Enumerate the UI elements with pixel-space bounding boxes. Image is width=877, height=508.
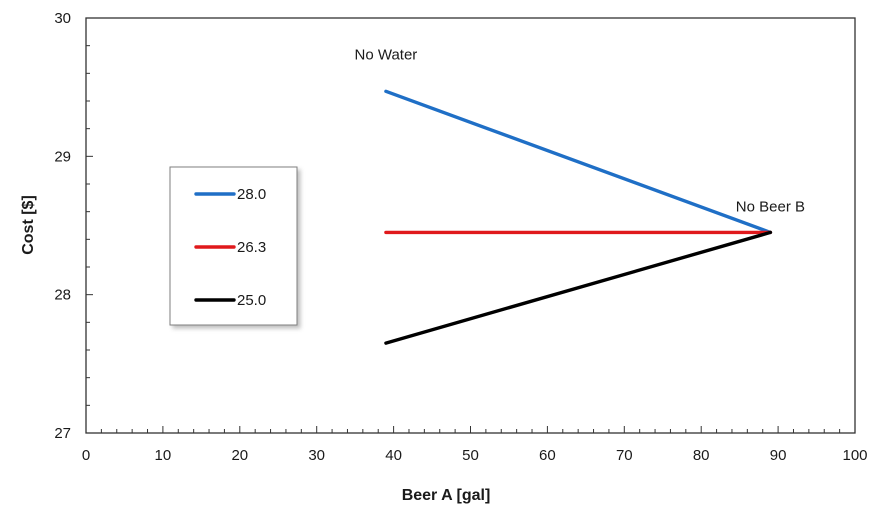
x-tick-label: 0	[82, 447, 90, 464]
axis-ticks: 0 10 20 30 40 50 60 70 80 90 100 27 28 29 30	[54, 10, 867, 464]
y-tick-label: 27	[54, 425, 71, 442]
x-tick-label: 20	[231, 447, 248, 464]
x-tick-label: 60	[539, 447, 556, 464]
series-lines	[384, 89, 773, 345]
y-tick-label: 29	[54, 148, 71, 165]
x-tick-label: 40	[385, 447, 402, 464]
annotation-label: No Water	[355, 47, 418, 64]
annotation-label: No Beer B	[736, 199, 805, 216]
y-tick-label: 30	[54, 10, 71, 27]
y-tick-label: 28	[54, 287, 71, 304]
legend-label: 26.3	[237, 239, 266, 256]
series-line-28.0	[384, 89, 773, 235]
series-line-25.0	[384, 230, 773, 345]
legend-label: 25.0	[237, 292, 266, 309]
x-tick-label: 70	[616, 447, 633, 464]
annotations: No Water No Beer B	[355, 47, 805, 216]
legend: 28.0 26.3 25.0	[169, 166, 298, 326]
x-tick-label: 100	[842, 447, 867, 464]
x-tick-label: 90	[770, 447, 787, 464]
x-tick-label: 80	[693, 447, 710, 464]
legend-label: 28.0	[237, 186, 266, 203]
x-tick-label: 50	[462, 447, 479, 464]
x-tick-label: 10	[155, 447, 172, 464]
y-axis-title: Cost [$]	[20, 195, 37, 255]
x-tick-label: 30	[308, 447, 325, 464]
x-axis-title: Beer A [gal]	[402, 487, 491, 504]
